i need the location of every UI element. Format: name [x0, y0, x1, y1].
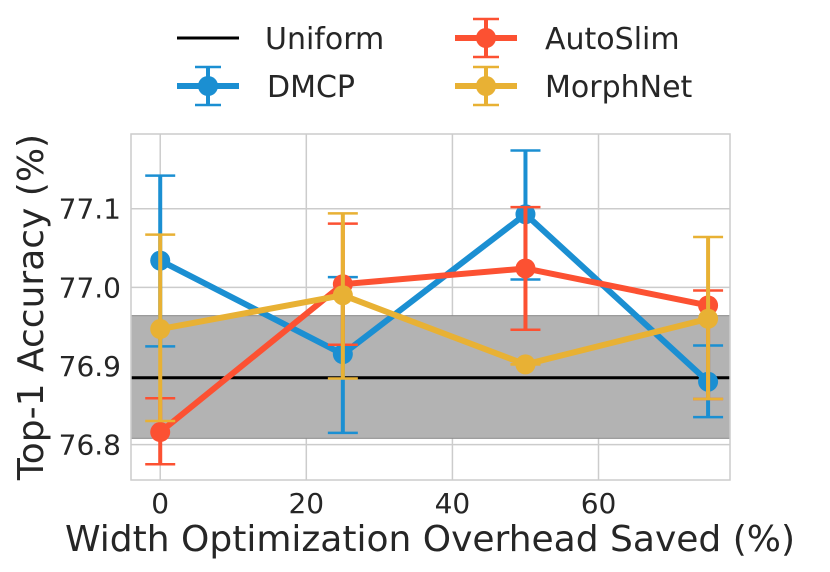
x-tick-label-1: 20 — [288, 487, 324, 520]
legend: Uniform DMCP AutoSlim MorphNet — [177, 17, 693, 107]
legend-item-dmcp: DMCP — [177, 65, 355, 107]
y-axis-label: Top-1 Accuracy (%) — [11, 134, 52, 481]
x-tick-labels: 0 20 40 60 — [151, 487, 616, 520]
morphnet-line — [159, 292, 709, 368]
series-morphnet — [145, 212, 724, 423]
x-tick-label-3: 60 — [581, 487, 617, 520]
y-tick-label-0: 76.8 — [59, 429, 121, 462]
legend-item-morphnet: MorphNet — [455, 65, 693, 107]
legend-morphnet-label: MorphNet — [545, 70, 693, 105]
y-tick-label-1: 76.9 — [59, 350, 121, 383]
legend-item-autoslim: AutoSlim — [455, 17, 680, 59]
y-tick-label-2: 77.0 — [59, 271, 121, 304]
morphnet-point-1 — [332, 285, 353, 306]
dmcp-line — [158, 211, 711, 384]
autoslim-line — [158, 265, 709, 435]
legend-morphnet-marker — [476, 76, 496, 96]
x-tick-label-2: 40 — [435, 487, 471, 520]
plot-frame — [130, 133, 731, 481]
legend-uniform-label: Uniform — [265, 22, 384, 57]
series-layer — [145, 149, 724, 466]
y-tick-labels: 76.8 76.9 77.0 77.1 — [59, 193, 121, 462]
morphnet-point-2 — [515, 354, 536, 375]
legend-autoslim-marker — [476, 28, 496, 48]
y-tick-label-3: 77.1 — [59, 193, 121, 226]
x-tick-label-0: 0 — [151, 487, 169, 520]
morphnet-point-3 — [698, 308, 719, 329]
x-axis-label: Width Optimization Overhead Saved (%) — [65, 519, 795, 560]
legend-dmcp-marker — [198, 76, 218, 96]
legend-item-uniform: Uniform — [177, 22, 384, 57]
morphnet-point-0 — [150, 319, 171, 340]
autoslim-point-0 — [150, 422, 171, 443]
autoslim-point-2 — [515, 258, 536, 279]
legend-dmcp-label: DMCP — [267, 70, 355, 105]
legend-series-items: DMCP AutoSlim MorphNet — [177, 17, 693, 107]
legend-autoslim-label: AutoSlim — [545, 22, 680, 57]
